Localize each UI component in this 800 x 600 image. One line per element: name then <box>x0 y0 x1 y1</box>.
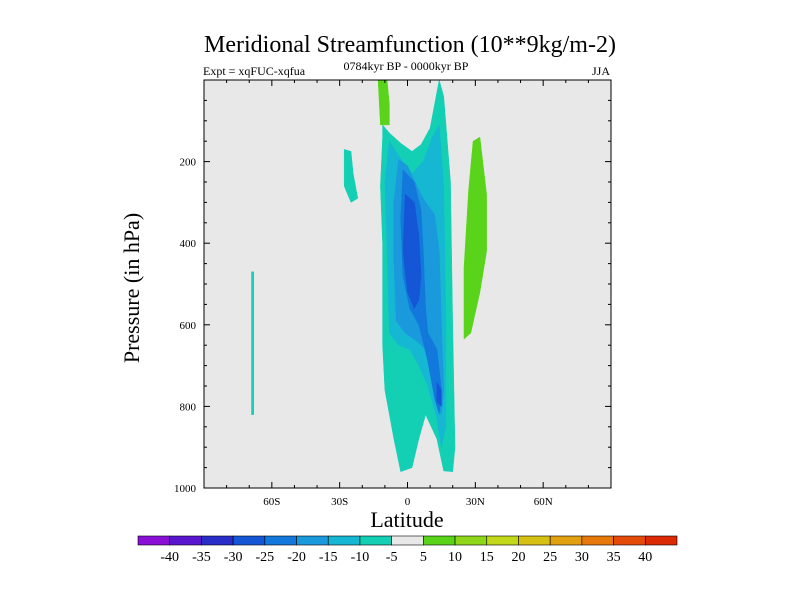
contour-neg-5-left <box>343 149 359 203</box>
colorbar-swatch <box>486 535 519 546</box>
center-label: 0784kyr BP - 0000kyr BP <box>344 59 469 73</box>
colorbar-label: -15 <box>319 550 338 565</box>
y-axis-label: Pressure (in hPa) <box>119 213 144 363</box>
colorbar-swatch <box>296 535 329 546</box>
contour-regions <box>251 79 487 473</box>
colorbar-swatch <box>169 535 202 546</box>
colorbar-swatch <box>391 535 424 546</box>
colorbar-label: 15 <box>480 550 494 565</box>
x-tick-label: 30N <box>466 496 485 508</box>
colorbar-swatch <box>454 535 488 546</box>
colorbar-swatch <box>327 535 361 546</box>
x-tick-label: 60S <box>263 496 280 508</box>
colorbar-label: 20 <box>511 550 525 565</box>
colorbar-label: 10 <box>448 550 462 565</box>
chart-title: Meridional Streamfunction (10**9kg/m-2) <box>204 32 616 58</box>
y-tick-label: 600 <box>180 320 197 332</box>
colorbar-label: -5 <box>386 550 398 565</box>
x-tick-label: 30S <box>331 496 348 508</box>
colorbar-swatch <box>201 535 234 546</box>
contour-pos-5-right <box>463 136 487 340</box>
colorbar-swatch <box>518 535 551 546</box>
colorbar-label: 5 <box>420 550 427 565</box>
x-axis-label: Latitude <box>370 507 443 532</box>
colorbar-label: -20 <box>287 550 306 565</box>
colorbar-label: -10 <box>351 550 370 565</box>
colorbar-label: 40 <box>638 550 652 565</box>
colorbar-swatch <box>264 535 297 546</box>
y-tick-label: 400 <box>180 238 197 250</box>
colorbar-swatch <box>232 535 266 546</box>
y-tick-label: 200 <box>180 157 197 169</box>
contour-neg-25-main <box>402 193 422 310</box>
contour-neg-25-lower <box>436 381 442 407</box>
colorbar-swatch <box>359 535 392 546</box>
y-tick-label: 800 <box>180 401 197 413</box>
x-tick-label: 60N <box>534 496 553 508</box>
colorbar-label: -40 <box>160 550 179 565</box>
colorbar-swatch <box>613 535 646 546</box>
colorbar-swatch <box>644 535 678 546</box>
left-label: Expt = xqFUC-xqfua <box>203 64 306 78</box>
colorbar-swatch <box>137 535 171 546</box>
colorbar-label: 35 <box>607 550 621 565</box>
colorbar-swatch <box>549 535 583 546</box>
colorbar-swatch <box>423 535 456 546</box>
colorbar-label: -35 <box>192 550 211 565</box>
colorbar-label: 30 <box>575 550 589 565</box>
x-tick-label: 0 <box>405 496 411 508</box>
axis-ticks: 60S 30S 0 30N 60N 200 400 600 800 1000 <box>174 79 612 508</box>
colorbar-label: -30 <box>224 550 243 565</box>
right-label: JJA <box>592 64 610 78</box>
colorbar: -40 -35 -30 -25 -20 -15 -10 -5 5 10 15 20 25 30 35 40 <box>137 535 678 565</box>
contour-neg-5-thin <box>251 271 254 415</box>
colorbar-swatch <box>581 535 614 546</box>
colorbar-label: -25 <box>255 550 274 565</box>
colorbar-label: 25 <box>543 550 557 565</box>
y-tick-label: 1000 <box>174 483 197 495</box>
